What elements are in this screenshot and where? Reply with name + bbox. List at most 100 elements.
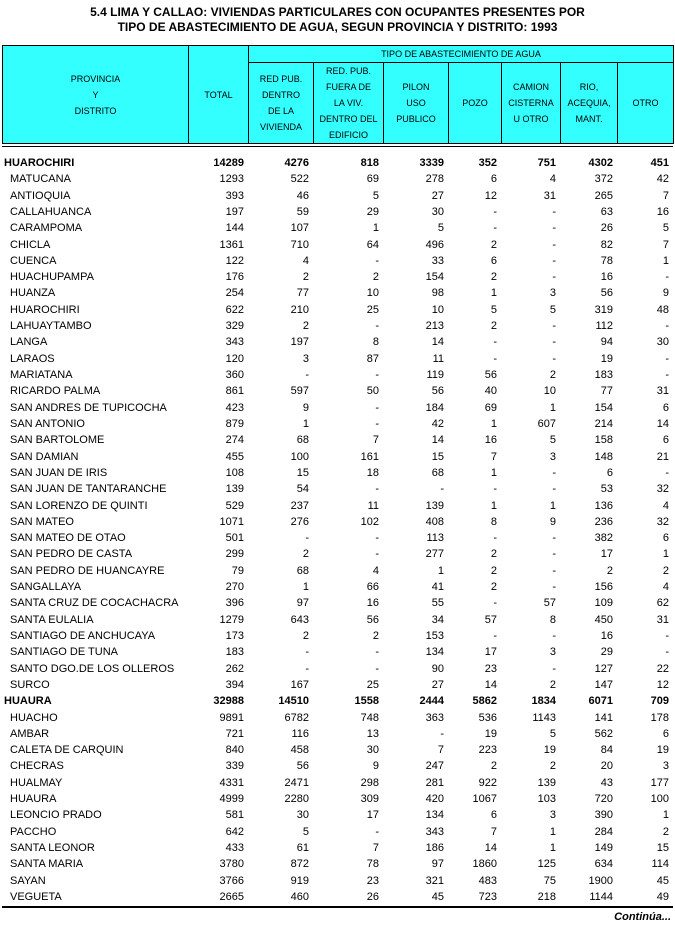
cell-value: 2 [302,548,309,561]
cell-value: - [552,662,556,675]
row-label: SANTIAGO DE TUNA [10,646,118,659]
cell-value: 3780 [219,858,244,871]
cell-value: 5 [662,222,669,235]
cell-value: 75 [543,874,556,887]
cell-value: 16 [600,629,613,642]
cell-value: 1 [662,809,669,822]
cell-value: 134 [425,809,444,822]
cell-value: 42 [431,417,444,430]
cell-value: 218 [537,890,556,903]
cell-value: 309 [360,793,379,806]
cell-value: 4331 [219,776,244,789]
cell-value: - [552,238,556,251]
cell-value: 7 [662,189,669,202]
cell-value: 2 [490,238,497,251]
cell-value: 1 [372,222,379,235]
cell-value: 1 [490,287,497,300]
cell-value: 19 [543,744,556,757]
cell-value: 360 [225,369,244,382]
header-line: PILON [402,82,430,92]
cell-value: - [375,417,379,430]
cell-value: 390 [594,809,613,822]
cell-value: 408 [425,515,444,528]
cell-value: - [493,629,497,642]
row-label: CUENCA [10,254,57,267]
cell-value: 7 [490,825,497,838]
cell-value: 458 [290,744,309,757]
cell-value: 433 [225,842,244,855]
cell-value: 2 [302,271,309,284]
cell-value: 149 [594,842,613,855]
cell-value: 329 [225,320,244,333]
row-label: SAN ANDRES DE TUPICOCHA [10,401,167,414]
cell-value: 236 [594,515,613,528]
cell-value: - [493,597,497,610]
cell-value: 3 [549,287,556,300]
cell-value: 1293 [219,173,244,186]
cell-value: 607 [537,417,556,430]
cell-value: 15 [431,450,444,463]
cell-value: - [375,548,379,561]
cell-value: 144 [225,222,244,235]
cell-value: 23 [366,874,379,887]
row-label: LARAOS [10,352,55,365]
cell-value: 634 [594,858,613,871]
cell-value: 16 [484,434,497,447]
cell-value: 270 [225,581,244,594]
cell-value: 4 [662,499,669,512]
cell-value: 139 [425,499,444,512]
cell-value: 14 [431,434,444,447]
cell-value: 6782 [284,711,309,724]
cell-value: 125 [537,858,556,871]
cell-value: 25 [366,678,379,691]
cell-value: 6 [606,466,613,479]
cell-value: - [665,369,669,382]
cell-value: - [305,646,309,659]
cell-value: 68 [431,466,444,479]
row-label: SAN PEDRO DE HUANCAYRE [10,564,165,577]
cell-value: 2 [302,320,309,333]
cell-value: 6 [662,727,669,740]
cell-value: - [493,352,497,365]
header-cell: PROVINCIA Y DISTRITO [2,45,189,144]
header-line: OTRO [632,98,659,108]
header-line: U OTRO [513,114,549,124]
cell-value: 281 [425,776,444,789]
cell-value: 15 [656,842,669,855]
cell-value: 2665 [219,890,244,903]
cell-value: 32988 [213,695,244,708]
header-cell: RED PUB. DENTRO DE LA VIVIENDA [248,62,314,144]
cell-value: 7 [490,450,497,463]
cell-value: 7 [662,238,669,251]
cell-value: 1 [490,417,497,430]
cell-value: 1860 [472,858,497,871]
cell-value: 420 [425,793,444,806]
cell-value: 1558 [354,695,379,708]
row-label: SANTA CRUZ DE COCACHACRA [10,597,179,610]
cell-value: 69 [366,173,379,186]
row-label: SANTA EULALIA [10,613,94,626]
cell-value: 597 [290,385,309,398]
cell-value: - [493,336,497,349]
row-label: SAN MATEO DE OTAO [10,532,126,545]
cell-value: 861 [225,385,244,398]
row-label: HUANZA [10,287,56,300]
row-label: SURCO [10,678,50,691]
row-label: SANTIAGO DE ANCHUCAYA [10,629,156,642]
cell-value: 450 [594,613,613,626]
cell-value: 68 [296,564,309,577]
cell-value: - [375,646,379,659]
cell-value: - [552,466,556,479]
row-label: SAN LORENZO DE QUINTI [10,499,148,512]
cell-value: 8 [549,613,556,626]
cell-value: 154 [425,271,444,284]
header-line: RED PUB. [259,74,303,84]
cell-value: 720 [594,793,613,806]
cell-value: 77 [600,385,613,398]
row-label: SANTA MARIA [10,858,84,871]
header-rule [2,146,673,147]
cell-value: 247 [425,760,444,773]
cell-value: 3 [302,352,309,365]
header-line: RIO, [579,82,599,92]
row-label: CHECRAS [10,760,64,773]
